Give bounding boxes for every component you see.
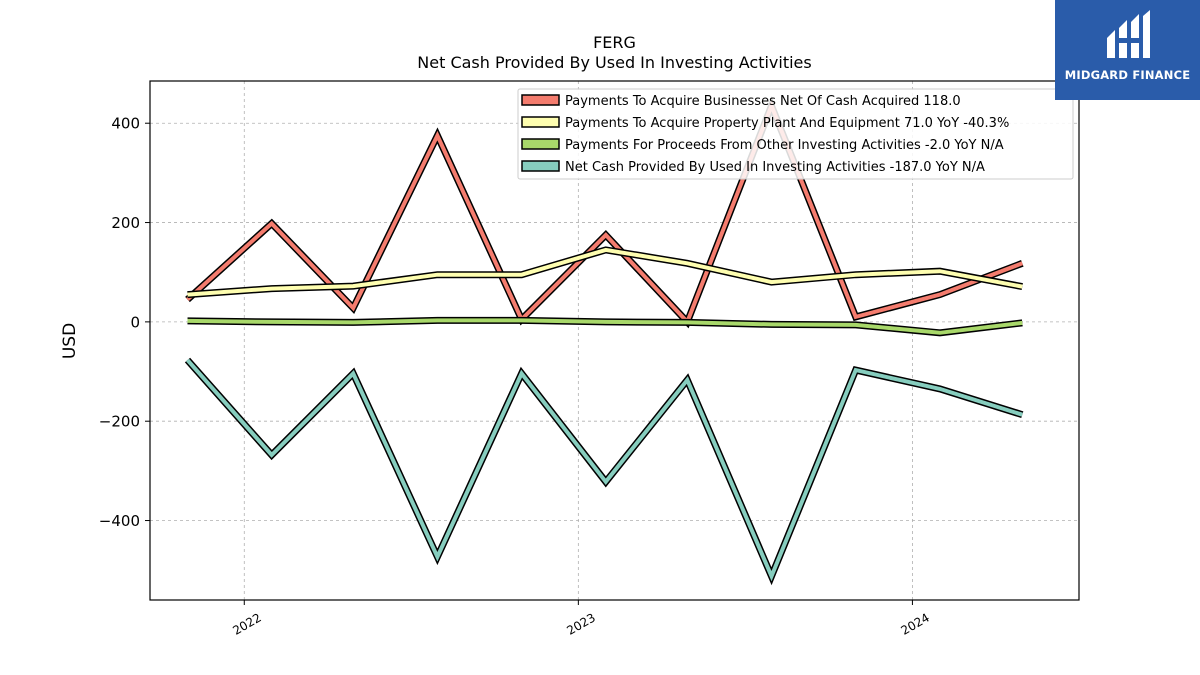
legend-label: Net Cash Provided By Used In Investing A… — [565, 160, 985, 175]
brand-logo: MIDGARD FINANCE — [1055, 0, 1200, 100]
chart-subtitle: Net Cash Provided By Used In Investing A… — [417, 53, 811, 72]
x-tick-label: 2024 — [898, 610, 931, 637]
series-line — [186, 358, 1023, 582]
legend-swatch — [521, 116, 560, 128]
legend-swatch — [521, 138, 560, 150]
y-tick-label: 400 — [111, 115, 140, 133]
legend-label: Payments For Proceeds From Other Investi… — [565, 138, 1004, 153]
legend-box — [517, 88, 1074, 180]
y-tick-label: −200 — [99, 413, 140, 431]
x-tick-label: 2022 — [230, 610, 263, 637]
legend-label: Payments To Acquire Businesses Net Of Ca… — [565, 94, 961, 109]
y-tick-label: 200 — [111, 214, 140, 232]
series-line — [187, 247, 1023, 297]
y-tick-label: 0 — [130, 313, 140, 331]
brand-name: MIDGARD FINANCE — [1064, 68, 1191, 82]
x-tick-label: 2023 — [564, 610, 597, 637]
plot-frame — [149, 80, 1080, 601]
y-axis-label: USD — [60, 323, 80, 359]
series-lines — [184, 96, 1024, 586]
logo-mark-icon — [1107, 10, 1150, 58]
legend-label: Payments To Acquire Property Plant And E… — [565, 116, 1009, 131]
series-line-outline — [184, 357, 1024, 586]
y-tick-label: −400 — [99, 512, 140, 530]
chart-title: FERG — [593, 33, 636, 52]
legend: Payments To Acquire Businesses Net Of Ca… — [517, 88, 1074, 180]
legend-swatch — [521, 94, 560, 106]
legend-swatch — [521, 160, 560, 172]
